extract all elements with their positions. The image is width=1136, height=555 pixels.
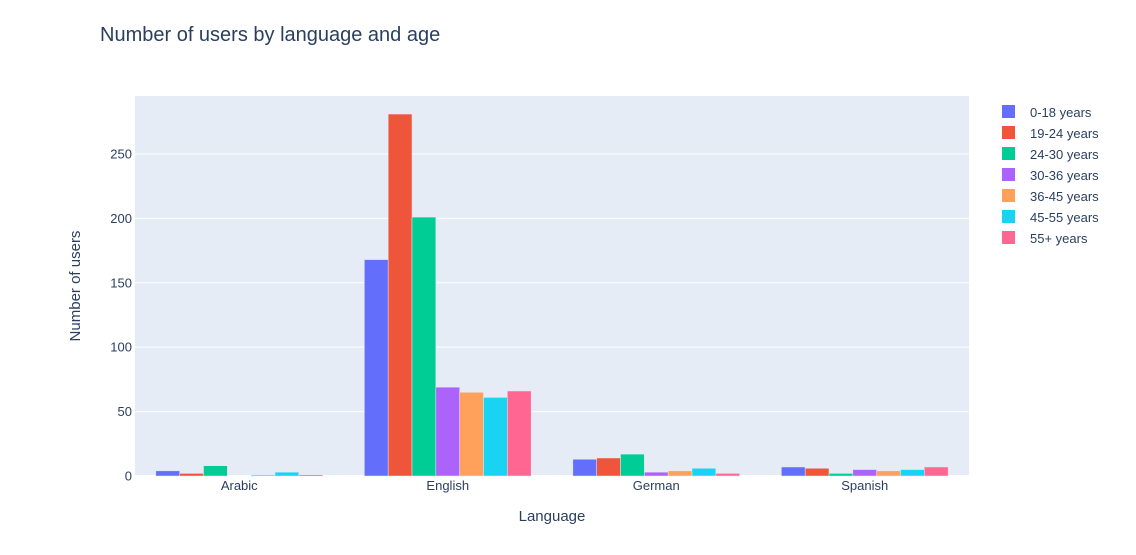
- bar[interactable]: [507, 390, 532, 477]
- bar[interactable]: [483, 397, 508, 477]
- bar[interactable]: [852, 469, 877, 477]
- x-tick-label: English: [426, 478, 469, 493]
- legend-swatch: [1002, 168, 1015, 181]
- legend-item[interactable]: 36-45 years: [1002, 189, 1099, 204]
- y-tick-label: 150: [110, 275, 132, 290]
- bar[interactable]: [715, 473, 740, 477]
- bar[interactable]: [924, 466, 949, 477]
- legend-label: 19-24 years: [1030, 126, 1099, 141]
- bar[interactable]: [155, 470, 180, 477]
- bar[interactable]: [596, 457, 621, 477]
- bar[interactable]: [900, 469, 925, 477]
- bar[interactable]: [781, 466, 806, 477]
- y-axis-title: Number of users: [67, 231, 84, 342]
- y-tick-label: 50: [118, 404, 132, 419]
- legend-swatch: [1002, 126, 1015, 139]
- legend-item[interactable]: 45-55 years: [1002, 210, 1099, 225]
- legend-label: 0-18 years: [1030, 105, 1092, 120]
- bar[interactable]: [828, 473, 854, 477]
- legend-label: 30-36 years: [1030, 168, 1099, 183]
- bar[interactable]: [387, 113, 413, 477]
- plot-area: [135, 96, 969, 476]
- legend-item[interactable]: 55+ years: [1002, 231, 1088, 246]
- legend-item[interactable]: 0-18 years: [1002, 105, 1092, 120]
- bar[interactable]: [804, 468, 830, 477]
- bar[interactable]: [435, 386, 460, 477]
- x-tick-labels: Arabic English German Spanish: [221, 478, 888, 493]
- x-tick-label: Arabic: [221, 478, 258, 493]
- bar[interactable]: [203, 465, 228, 477]
- legend-swatch: [1002, 210, 1015, 223]
- legend-label: 45-55 years: [1030, 210, 1099, 225]
- bar[interactable]: [411, 216, 437, 477]
- bar[interactable]: [459, 392, 484, 477]
- legend-item[interactable]: 19-24 years: [1002, 126, 1099, 141]
- legend-label: 36-45 years: [1030, 189, 1099, 204]
- bar[interactable]: [644, 471, 669, 477]
- bar[interactable]: [364, 259, 389, 477]
- bar[interactable]: [179, 473, 204, 477]
- legend: 0-18 years 19-24 years 24-30 years 30-36 ye…: [1002, 105, 1099, 246]
- legend-label: 24-30 years: [1030, 147, 1099, 162]
- bar[interactable]: [691, 468, 717, 477]
- legend-item[interactable]: 24-30 years: [1002, 147, 1099, 162]
- legend-label: 55+ years: [1030, 231, 1088, 246]
- y-tick-labels: 0 50 100 150 200 250: [110, 146, 132, 483]
- x-tick-label: Spanish: [841, 478, 888, 493]
- y-tick-label: 0: [125, 469, 132, 484]
- legend-swatch: [1002, 231, 1015, 244]
- bar[interactable]: [274, 471, 300, 477]
- x-tick-label: German: [633, 478, 680, 493]
- y-tick-label: 200: [110, 211, 132, 226]
- legend-swatch: [1002, 105, 1015, 118]
- legend-swatch: [1002, 189, 1015, 202]
- x-axis-title: Language: [519, 508, 586, 525]
- legend-item[interactable]: 30-36 years: [1002, 168, 1099, 183]
- y-tick-label: 250: [110, 146, 132, 161]
- bar[interactable]: [667, 470, 693, 477]
- y-tick-label: 100: [110, 340, 132, 355]
- chart-title: Number of users by language and age: [100, 24, 440, 46]
- bar[interactable]: [250, 474, 276, 477]
- bar[interactable]: [572, 459, 597, 477]
- bar[interactable]: [620, 453, 645, 477]
- bars: [155, 113, 949, 477]
- bar[interactable]: [298, 474, 323, 477]
- bar[interactable]: [876, 470, 901, 477]
- legend-swatch: [1002, 147, 1015, 160]
